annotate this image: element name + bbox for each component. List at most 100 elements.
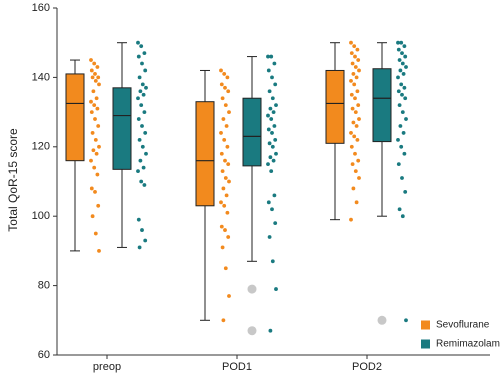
point — [267, 235, 272, 239]
point — [140, 124, 144, 128]
point — [270, 75, 274, 80]
point — [267, 89, 272, 94]
point — [227, 294, 231, 298]
point — [141, 92, 146, 97]
x-tick-label: POD1 — [222, 361, 252, 373]
legend-label: Remimazolam — [436, 339, 500, 350]
point — [222, 137, 227, 142]
point — [93, 78, 98, 83]
point — [219, 200, 223, 205]
box — [195, 101, 215, 207]
point — [140, 61, 144, 66]
y-tick-label: 140 — [32, 71, 50, 83]
point — [267, 141, 272, 146]
outlier — [247, 284, 257, 294]
point — [227, 179, 231, 184]
point — [349, 51, 354, 56]
point — [89, 110, 94, 114]
point — [224, 193, 229, 198]
x-tick-label: POD2 — [352, 361, 382, 373]
point — [400, 61, 405, 66]
point — [266, 127, 271, 132]
point — [140, 82, 145, 87]
point — [349, 217, 353, 222]
point — [400, 51, 404, 56]
point — [93, 117, 97, 121]
point — [269, 169, 274, 173]
point — [399, 82, 404, 87]
point — [227, 110, 231, 114]
point — [226, 89, 231, 94]
point — [143, 238, 148, 243]
point — [351, 72, 356, 76]
point — [357, 68, 361, 73]
point — [356, 158, 361, 163]
point — [397, 207, 402, 212]
point — [93, 231, 98, 236]
point — [272, 61, 277, 66]
point — [400, 176, 404, 180]
point — [357, 176, 361, 180]
box — [242, 97, 262, 167]
point — [404, 65, 408, 69]
point — [221, 186, 226, 191]
point — [137, 75, 142, 80]
point — [404, 318, 408, 323]
point — [96, 124, 101, 128]
legend-label: Sevoflurane — [436, 320, 490, 331]
point — [271, 110, 276, 114]
point — [403, 190, 408, 194]
point — [136, 96, 140, 101]
outlier — [247, 326, 257, 336]
point — [269, 54, 274, 59]
y-tick-label: 60 — [38, 349, 50, 361]
point — [266, 113, 270, 118]
point — [144, 85, 148, 90]
point — [397, 58, 402, 62]
point — [349, 78, 353, 83]
point — [97, 82, 101, 87]
point — [354, 200, 359, 205]
point — [89, 99, 93, 104]
point — [273, 82, 278, 87]
point — [226, 235, 231, 239]
point — [89, 186, 94, 191]
point — [222, 203, 227, 208]
point — [268, 328, 273, 333]
point — [136, 117, 141, 121]
y-tick-label: 120 — [32, 141, 50, 153]
point — [223, 85, 227, 90]
point — [270, 144, 275, 149]
point — [352, 44, 357, 49]
point — [353, 110, 358, 114]
box — [372, 68, 392, 143]
point — [270, 207, 274, 212]
point — [221, 117, 226, 121]
point — [266, 162, 270, 167]
point — [90, 131, 95, 135]
point — [140, 228, 144, 232]
point — [349, 144, 354, 149]
point — [350, 61, 355, 66]
point — [401, 72, 406, 76]
y-axis-label: Total QoR-15 score — [6, 128, 20, 232]
point — [93, 137, 98, 142]
point — [140, 144, 145, 149]
point — [223, 103, 228, 108]
point — [222, 72, 227, 76]
point — [92, 165, 97, 170]
point — [396, 89, 401, 94]
point — [396, 162, 401, 167]
point — [403, 96, 408, 101]
point — [95, 65, 100, 69]
legend-swatch — [421, 320, 430, 330]
point — [94, 96, 99, 101]
point — [397, 103, 402, 108]
point — [355, 47, 360, 52]
point — [396, 40, 400, 45]
point — [404, 117, 408, 121]
point — [219, 224, 224, 229]
point — [400, 110, 405, 114]
point — [273, 221, 278, 226]
point — [274, 287, 278, 291]
